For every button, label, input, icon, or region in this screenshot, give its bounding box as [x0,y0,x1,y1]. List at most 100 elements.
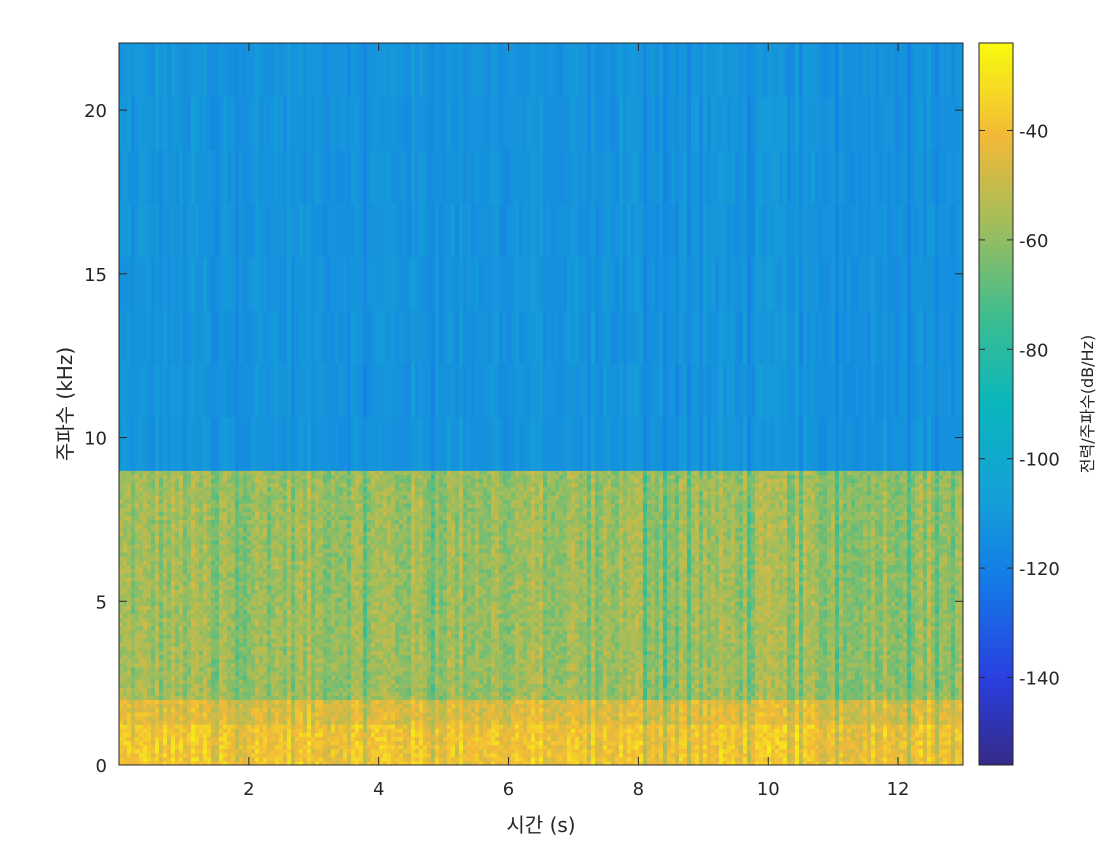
spectrogram-cell-689 [151,560,156,566]
spectrogram-cell-2398 [235,96,240,151]
spectrogram-cell-2402 [239,752,244,758]
spectrogram-cell-2587 [247,650,252,656]
spectrogram-cell-3049 [271,724,276,729]
spectrogram-cell-3051 [271,715,276,721]
spectrogram-cell-3761 [307,756,312,762]
spectrogram-cell-2390 [235,474,240,480]
spectrogram-cell-4462 [339,507,344,512]
spectrogram-cell-4536 [343,531,348,537]
spectrogram-cell-4772 [355,548,360,553]
spectrogram-cell-3670 [299,474,304,480]
spectrogram-cell-3256 [279,531,284,537]
spectrogram-cell-4215 [327,535,332,541]
spectrogram-cell-2954 [263,310,268,365]
spectrogram-cell-4578 [347,687,352,692]
spectrogram-cell-44 [119,580,124,586]
spectrogram-cell-587 [147,650,152,656]
spectrogram-cell-2315 [231,256,236,311]
spectrogram-cell-2430 [239,638,244,643]
spectrogram-cell-789 [155,478,160,484]
spectrogram-cell-4868 [359,482,364,488]
spectrogram-cell-1101 [171,511,176,516]
spectrogram-cell-2181 [227,674,232,680]
spectrogram-cell-3916 [311,203,316,258]
spectrogram-cell-3463 [291,666,296,672]
spectrogram-cell-2246 [231,736,236,742]
spectrogram-cell-1652 [199,548,204,553]
spectrogram-cell-4264 [331,662,336,668]
spectrogram-cell-1070 [171,638,176,643]
spectrogram-cell-1200 [179,760,184,765]
spectrogram-cell-2323 [235,748,240,754]
spectrogram-cell-1859 [211,683,216,688]
spectrogram-cell-4486 [343,736,348,742]
spectrogram-cell-3187 [275,486,280,492]
spectrogram-cell-4320 [335,760,340,765]
spectrogram-cell-2785 [255,494,260,500]
spectrogram-cell-577 [147,691,152,697]
spectrogram-cell-4386 [335,490,340,496]
spectrogram-cell-3978 [315,523,320,529]
spectrogram-cell-2928 [263,564,268,570]
spectrogram-cell-234 [127,310,132,365]
spectrogram-cell-2080 [223,760,228,765]
spectrogram-cell-1024 [167,498,172,504]
spectrogram-cell-2594 [247,621,252,627]
spectrogram-cell-3668 [299,482,304,488]
spectrogram-cell-1568 [195,564,200,570]
spectrogram-cell-2404 [239,744,244,750]
spectrogram-cell-123 [123,584,128,590]
spectrogram-cell-1016 [167,531,172,537]
spectrogram-cell-1201 [179,756,184,762]
spectrogram-cell-306 [131,490,136,496]
spectrogram-cell-4513 [343,625,348,631]
spectrogram-cell-4639 [347,43,352,98]
spectrogram-cell-3546 [295,654,300,660]
spectrogram-cell-2461 [239,511,244,516]
spectrogram-cell-2024 [219,662,224,668]
spectrogram-cell-3079 [271,601,276,606]
spectrogram-cell-4291 [331,552,336,557]
spectrogram-cell-4257 [331,691,336,697]
spectrogram-cell-2660 [251,679,256,684]
spectrogram-cell-4558 [343,96,348,151]
spectrogram-cell-419 [139,683,144,688]
spectrogram-cell-4792 [355,416,360,471]
spectrogram-cell-2028 [219,646,224,651]
spectrogram-cell-2775 [255,535,260,541]
spectrogram-cell-2394 [235,310,240,365]
spectrogram-cell-1624 [199,662,204,668]
spectrogram-cell-2652 [251,711,256,717]
spectrogram-cell-3119 [271,43,276,98]
spectrogram-cell-2090 [223,719,228,725]
spectrogram-cell-2562 [247,752,252,758]
spectrogram-cell-4187 [327,650,332,656]
spectrogram-cell-4926 [363,572,368,578]
spectrogram-cell-64 [119,498,124,504]
spectrogram-cell-2640 [251,760,256,765]
spectrogram-cell-516 [143,613,148,619]
spectrogram-cell-1537 [195,691,200,697]
spectrogram-cell-336 [135,695,140,701]
spectrogram-cell-4936 [363,531,368,537]
spectrogram-cell-408 [139,728,144,733]
spectrogram-cell-2098 [223,687,228,692]
spectrogram-cell-1407 [187,568,192,574]
spectrogram-cell-3782 [307,670,312,676]
spectrogram-cell-1958 [215,605,220,611]
spectrogram-cell-3154 [275,621,280,627]
spectrogram-cell-4451 [339,552,344,557]
spectrogram-cell-1728 [203,564,208,570]
spectrogram-cell-3705 [303,658,308,664]
spectrogram-cell-3341 [283,511,288,516]
spectrogram-cell-4393 [335,363,340,418]
spectrogram-cell-2843 [259,584,264,590]
spectrogram-cell-617 [147,527,152,533]
spectrogram-cell-1055 [171,699,176,705]
spectrogram-cell-380 [135,515,140,521]
spectrogram-cell-632 [147,416,152,471]
spectrogram-cell-2651 [251,715,256,721]
spectrogram-cell-4019 [319,683,324,688]
spectrogram-cell-1227 [179,650,184,656]
spectrogram-cell-3962 [315,589,320,594]
